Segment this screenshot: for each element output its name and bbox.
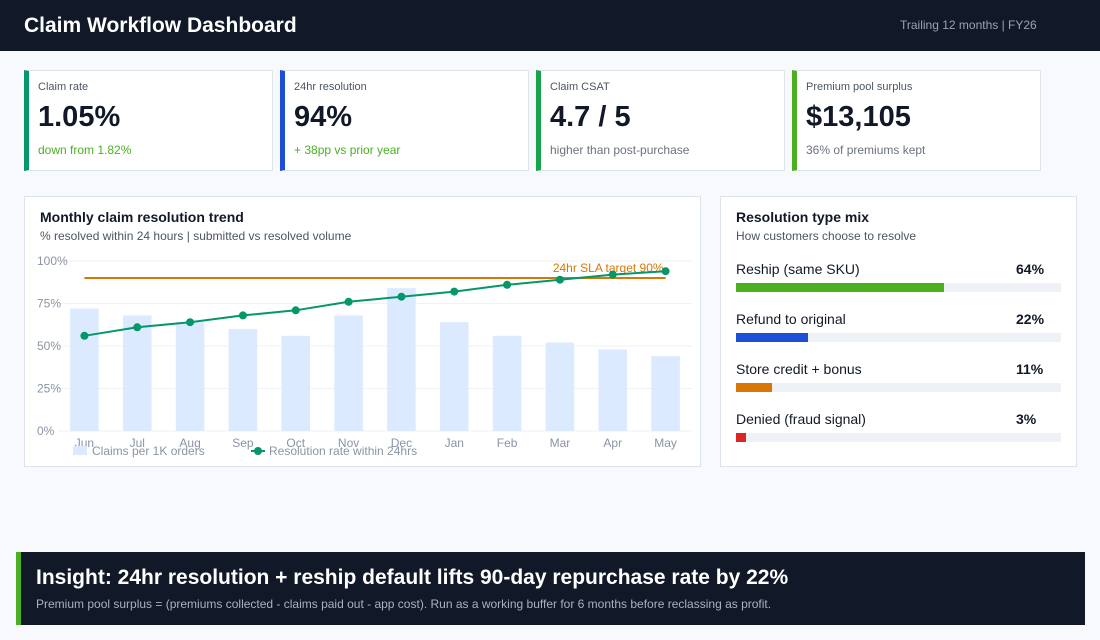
x-tick-label: Mar (550, 436, 571, 450)
kpi-note: higher than post-purchase (550, 143, 690, 157)
x-tick-label: Nov (338, 436, 359, 450)
x-tick-label: Jul (130, 436, 145, 450)
mix-bar-track (736, 383, 1061, 392)
line-point (661, 267, 670, 276)
kpi-note: + 38pp vs prior year (294, 143, 401, 157)
insight-body: Premium pool surplus = (premiums collect… (36, 597, 772, 611)
legend-swatch-resolution-dot (254, 447, 262, 455)
kpi-value: 1.05% (38, 101, 121, 133)
mix-bar-fill (736, 433, 746, 442)
y-tick-label: 100% (37, 254, 68, 268)
mix-bar-fill (736, 333, 808, 342)
insight-banner: Insight: 24hr resolution + reship defaul… (16, 552, 1085, 625)
legend-label-claims: Claims per 1K orders (92, 444, 205, 458)
mix-percent: 11% (1016, 361, 1044, 377)
kpi-value: 94% (294, 101, 353, 133)
mix-label: Reship (same SKU) (736, 261, 860, 277)
mix-title: Resolution type mix (736, 209, 870, 225)
bar (598, 349, 628, 431)
line-point (397, 292, 406, 301)
kpi-label: 24hr resolution (294, 81, 367, 93)
mix-label: Denied (fraud signal) (736, 411, 866, 427)
x-tick-label: Jan (445, 436, 464, 450)
mix-bar-fill (736, 283, 944, 292)
kpi-value: 4.7 / 5 (550, 101, 631, 133)
bar (492, 335, 522, 431)
bar (228, 329, 258, 431)
dashboard-title: Claim Workflow Dashboard (24, 14, 297, 37)
kpi-card-claim-rate: Claim rate 1.05% down from 1.82% (24, 70, 273, 171)
legend-swatch-claims (73, 446, 87, 455)
bar (122, 315, 152, 431)
kpi-label: Claim CSAT (550, 81, 610, 93)
y-tick-label: 25% (37, 382, 61, 396)
y-tick-label: 50% (37, 339, 61, 353)
kpi-card-24hr-resolution: 24hr resolution 94% + 38pp vs prior year (280, 70, 529, 171)
x-tick-label: Sep (232, 436, 254, 450)
resolution-rate-line (84, 270, 666, 337)
mix-item-denied: Denied (fraud signal) 3% (736, 411, 1061, 451)
bar (334, 315, 363, 431)
y-tick-label: 75% (37, 297, 61, 311)
mix-item-reship: Reship (same SKU) 64% (736, 261, 1061, 301)
line-point (133, 323, 142, 332)
line-point (608, 270, 617, 279)
x-tick-label: Aug (179, 436, 200, 450)
bar (281, 335, 311, 431)
bar (70, 308, 99, 431)
mix-percent: 64% (1016, 261, 1045, 277)
mix-panel: Resolution type mix How customers choose… (720, 196, 1077, 467)
x-tick-label: Dec (391, 436, 412, 450)
line-point (555, 275, 564, 284)
mix-bar-track (736, 283, 1061, 292)
y-tick-label: 0% (37, 424, 55, 438)
kpi-note: down from 1.82% (38, 143, 132, 157)
trend-panel: 0% 25% 50% 75% 100% 24hr SLA target 90% Jun Jul… (24, 196, 701, 467)
x-tick-label: May (654, 436, 677, 450)
mix-item-refund: Refund to original 22% (736, 311, 1061, 351)
line-point (503, 280, 512, 289)
x-tick-label: Apr (603, 436, 622, 450)
bar (651, 356, 680, 431)
line-point (186, 318, 195, 327)
kpi-card-premium-pool-surplus: Premium pool surplus $13,105 36% of prem… (792, 70, 1041, 171)
bar (439, 322, 469, 431)
kpi-label: Claim rate (38, 81, 89, 93)
mix-bar-track (736, 333, 1061, 342)
mix-bar-fill (736, 383, 772, 392)
bar (545, 342, 575, 431)
bar (387, 288, 416, 431)
mix-bar-track (736, 433, 1061, 442)
insight-title: Insight: 24hr resolution + reship defaul… (36, 566, 789, 589)
kpi-value: $13,105 (806, 101, 911, 133)
line-point (344, 297, 353, 306)
mix-item-store-credit: Store credit + bonus 11% (736, 361, 1061, 401)
line-point (238, 311, 247, 320)
legend-label-resolution: Resolution rate within 24hrs (269, 444, 417, 458)
line-point (291, 306, 300, 315)
line-point (450, 287, 459, 296)
mix-percent: 3% (1016, 411, 1037, 427)
trend-subtitle: % resolved within 24 hours | submitted v… (40, 229, 352, 243)
trend-chart: 0%25%50%75%100% 24hr SLA target 90%Jun Jul… (37, 254, 692, 458)
x-tick-label: Feb (497, 436, 518, 450)
sla-target-label: 24hr SLA target 90% (553, 261, 664, 275)
kpi-label: Premium pool surplus (806, 81, 913, 93)
kpi-note: 36% of premiums kept (806, 143, 926, 157)
bar (175, 322, 205, 431)
line-point (80, 331, 89, 340)
mix-subtitle: How customers choose to resolve (736, 229, 917, 243)
x-tick-label: Oct (286, 436, 305, 450)
period-label: Trailing 12 months | FY26 (900, 18, 1037, 32)
dashboard-header: Claim Workflow Dashboard Trailing 12 mon… (0, 0, 1100, 51)
mix-percent: 22% (1016, 311, 1045, 327)
trend-title: Monthly claim resolution trend (40, 209, 244, 225)
mix-label: Store credit + bonus (736, 361, 862, 377)
mix-label: Refund to original (736, 311, 846, 327)
kpi-card-claim-csat: Claim CSAT 4.7 / 5 higher than post-purc… (536, 70, 785, 171)
